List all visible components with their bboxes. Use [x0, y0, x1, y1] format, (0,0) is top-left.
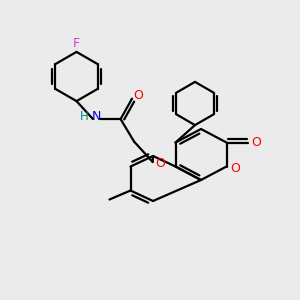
- Text: H: H: [80, 110, 89, 123]
- Text: O: O: [155, 157, 165, 170]
- Text: O: O: [134, 89, 143, 102]
- Text: N: N: [91, 110, 101, 123]
- Text: O: O: [230, 161, 240, 175]
- Text: F: F: [73, 37, 80, 50]
- Text: O: O: [252, 136, 261, 149]
